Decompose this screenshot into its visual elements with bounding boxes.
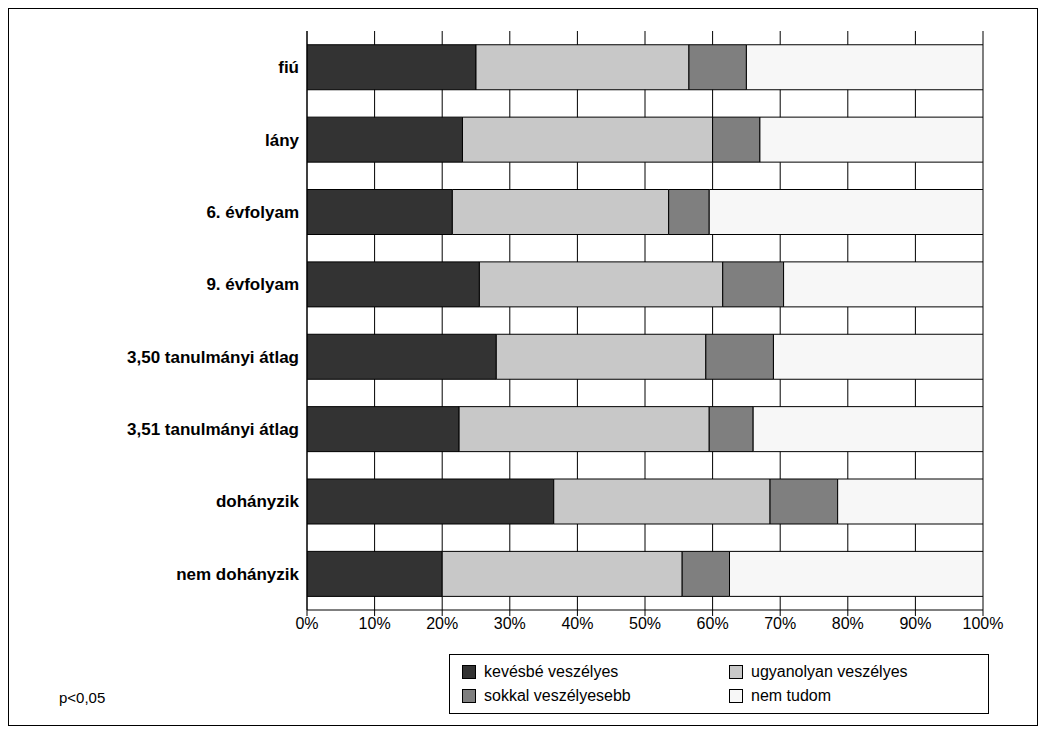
svg-text:fiú: fiú: [278, 58, 299, 77]
html-text:kevésbé veszélyes: kevésbé veszélyes: [484, 663, 619, 680]
svg-text:20%: 20%: [426, 615, 458, 632]
svg-text:10%: 10%: [359, 615, 391, 632]
svg-text:nem dohányzik: nem dohányzik: [176, 565, 299, 584]
svg-text:100%: 100%: [963, 615, 1004, 632]
svg-text:80%: 80%: [832, 615, 864, 632]
svg-text:lány: lány: [265, 131, 300, 150]
svg-text:9. évfolyam: 9. évfolyam: [206, 275, 299, 294]
svg-text:0%: 0%: [295, 615, 318, 632]
html-text:nem tudom: nem tudom: [751, 687, 831, 704]
html-text:ugyanolyan veszélyes: ugyanolyan veszélyes: [751, 663, 908, 680]
svg-text:90%: 90%: [899, 615, 931, 632]
svg-text:3,51 tanulmányi átlag: 3,51 tanulmányi átlag: [127, 420, 299, 439]
svg-text:6. évfolyam: 6. évfolyam: [206, 203, 299, 222]
svg-text:40%: 40%: [561, 615, 593, 632]
svg-text:dohányzik: dohányzik: [216, 492, 300, 511]
html-text:sokkal veszélyesebb: sokkal veszélyesebb: [484, 687, 631, 704]
html-text:p<0,05: p<0,05: [59, 689, 106, 706]
svg-text:30%: 30%: [494, 615, 526, 632]
svg-text:50%: 50%: [629, 615, 661, 632]
svg-text:60%: 60%: [697, 615, 729, 632]
svg-text:70%: 70%: [764, 615, 796, 632]
svg-text:3,50 tanulmányi átlag: 3,50 tanulmányi átlag: [127, 348, 299, 367]
